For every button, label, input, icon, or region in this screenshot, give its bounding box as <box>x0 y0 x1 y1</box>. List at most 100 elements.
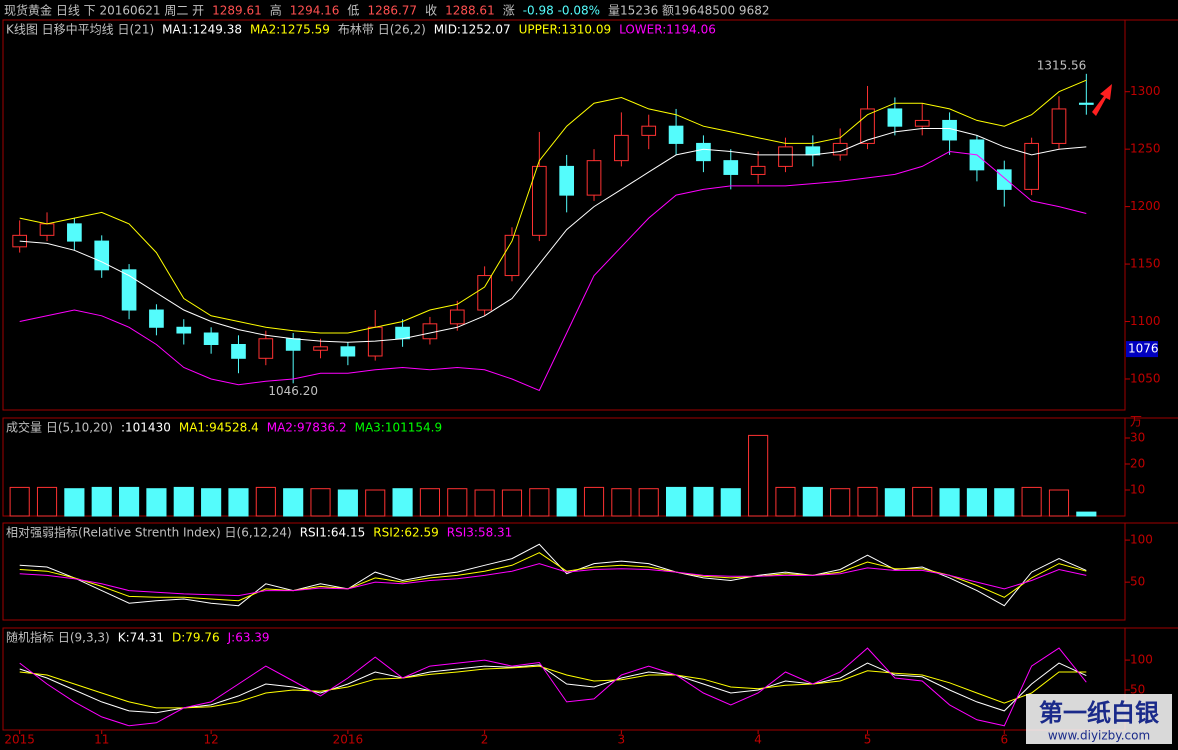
watermark-box <box>1026 694 1172 744</box>
volume-bar <box>748 434 769 517</box>
y-tick-label: 1300 <box>1130 84 1161 98</box>
volume-bar <box>283 488 304 517</box>
candle-body <box>422 323 438 340</box>
volume-bar <box>146 488 167 517</box>
candle-body <box>778 146 793 167</box>
volume-bar <box>884 488 905 517</box>
header-text: MA1:1249.38 <box>162 23 242 37</box>
candle-body <box>477 275 492 311</box>
header-text: MA3:101154.9 <box>355 421 443 435</box>
volume-bar <box>365 489 386 517</box>
header-text: MA2:97836.2 <box>267 421 347 435</box>
header-text: 成交量 日(5,10,20) <box>6 420 113 435</box>
volume-bar <box>720 488 741 517</box>
trend-arrow <box>1092 84 1112 116</box>
volume-bar <box>1021 486 1042 517</box>
volume-bar <box>556 488 577 517</box>
candle-body <box>121 269 137 311</box>
header-text: D:79.76 <box>172 631 220 645</box>
y-tick-label: 100 <box>1130 653 1153 667</box>
y-tick-label: 50 <box>1130 682 1145 696</box>
x-tick-label: 6 <box>1000 733 1008 747</box>
volume-bar <box>939 488 960 517</box>
header-text: RSI2:62.59 <box>373 526 439 540</box>
x-tick-label: 4 <box>754 733 762 747</box>
candle-body <box>39 223 55 236</box>
candle-body <box>996 169 1012 190</box>
volume-bar <box>529 488 550 517</box>
candle-body <box>914 119 930 127</box>
header-text: 1294.16 <box>290 4 340 18</box>
candle-body <box>340 346 356 357</box>
x-tick-label: 3 <box>618 733 626 747</box>
candle-body <box>504 234 520 277</box>
candle-body <box>203 332 219 346</box>
panel-frame <box>2 627 1126 731</box>
y-tick-label: 1100 <box>1130 314 1161 328</box>
y-tick-label: 1150 <box>1130 257 1161 271</box>
header-text: 1286.77 <box>367 4 417 18</box>
candle-body <box>668 125 684 144</box>
candle-body <box>258 338 274 359</box>
volume-bar <box>310 488 331 517</box>
annotation: 1046.20 <box>268 384 318 398</box>
y-tick-label: 50 <box>1130 575 1145 589</box>
x-tick-label: 2 <box>481 733 489 747</box>
header-text: 1289.61 <box>212 4 262 18</box>
candle-body <box>559 165 575 196</box>
header-text: J:63.39 <box>227 631 270 645</box>
volume-bar <box>119 486 140 517</box>
indicator-line <box>19 552 1087 602</box>
volume-bar <box>474 489 495 517</box>
candle-body <box>1051 108 1067 144</box>
volume-bar <box>1076 511 1097 517</box>
candle-body <box>94 240 110 271</box>
indicator-line <box>19 647 1087 727</box>
y-tick-label: 100 <box>1130 533 1153 547</box>
candle-body <box>805 146 821 156</box>
volume-bar <box>228 488 249 517</box>
candle-body <box>641 125 657 136</box>
watermark-title: 第一纸白银 <box>1039 699 1160 727</box>
candle-body <box>1024 142 1039 190</box>
indicator-line <box>19 79 1087 334</box>
indicator-line <box>19 662 1087 714</box>
header-text: UPPER:1310.09 <box>519 23 611 37</box>
candle-body <box>67 223 82 242</box>
x-tick-label: 5 <box>864 733 872 747</box>
y-tick-label: 20 <box>1130 457 1145 471</box>
candle-body <box>887 108 903 127</box>
volume-bar <box>693 486 714 517</box>
x-tick-label: 2016 <box>333 733 364 747</box>
volume-bar <box>775 486 796 517</box>
y-tick-label: 1250 <box>1130 142 1161 156</box>
volume-bar <box>447 488 468 517</box>
y-tick-label: 1200 <box>1130 199 1161 213</box>
y-tick-label: 10 <box>1130 483 1145 497</box>
x-tick-label: 12 <box>203 733 218 747</box>
volume-bar <box>419 488 440 517</box>
candle-body <box>1078 102 1094 105</box>
header-text: 收 <box>425 4 437 18</box>
header-text: RSI1:64.15 <box>300 526 366 540</box>
volume-bar <box>611 488 632 517</box>
header-text: MA2:1275.59 <box>250 23 330 37</box>
candle-body <box>395 326 410 340</box>
volume-bar <box>994 488 1015 517</box>
volume-bar <box>583 486 605 517</box>
volume-bar <box>337 489 358 517</box>
panel-frame <box>2 19 1126 411</box>
volume-bar <box>9 486 30 517</box>
header-text: 涨 <box>503 3 515 18</box>
volume-bar <box>392 488 413 517</box>
header-text: LOWER:1194.06 <box>619 23 716 37</box>
header-text: 相对强弱指标(Relative Strenth Index) 日(6,12,24… <box>6 525 292 540</box>
volume-bar <box>173 486 194 517</box>
candle-body <box>313 346 328 351</box>
header-text: 量15236 额19648500 9682 <box>608 4 769 18</box>
indicator-line <box>19 128 1087 343</box>
candle-body <box>285 338 301 351</box>
unit-label: 万 <box>1130 415 1142 429</box>
volume-bar <box>912 486 933 517</box>
